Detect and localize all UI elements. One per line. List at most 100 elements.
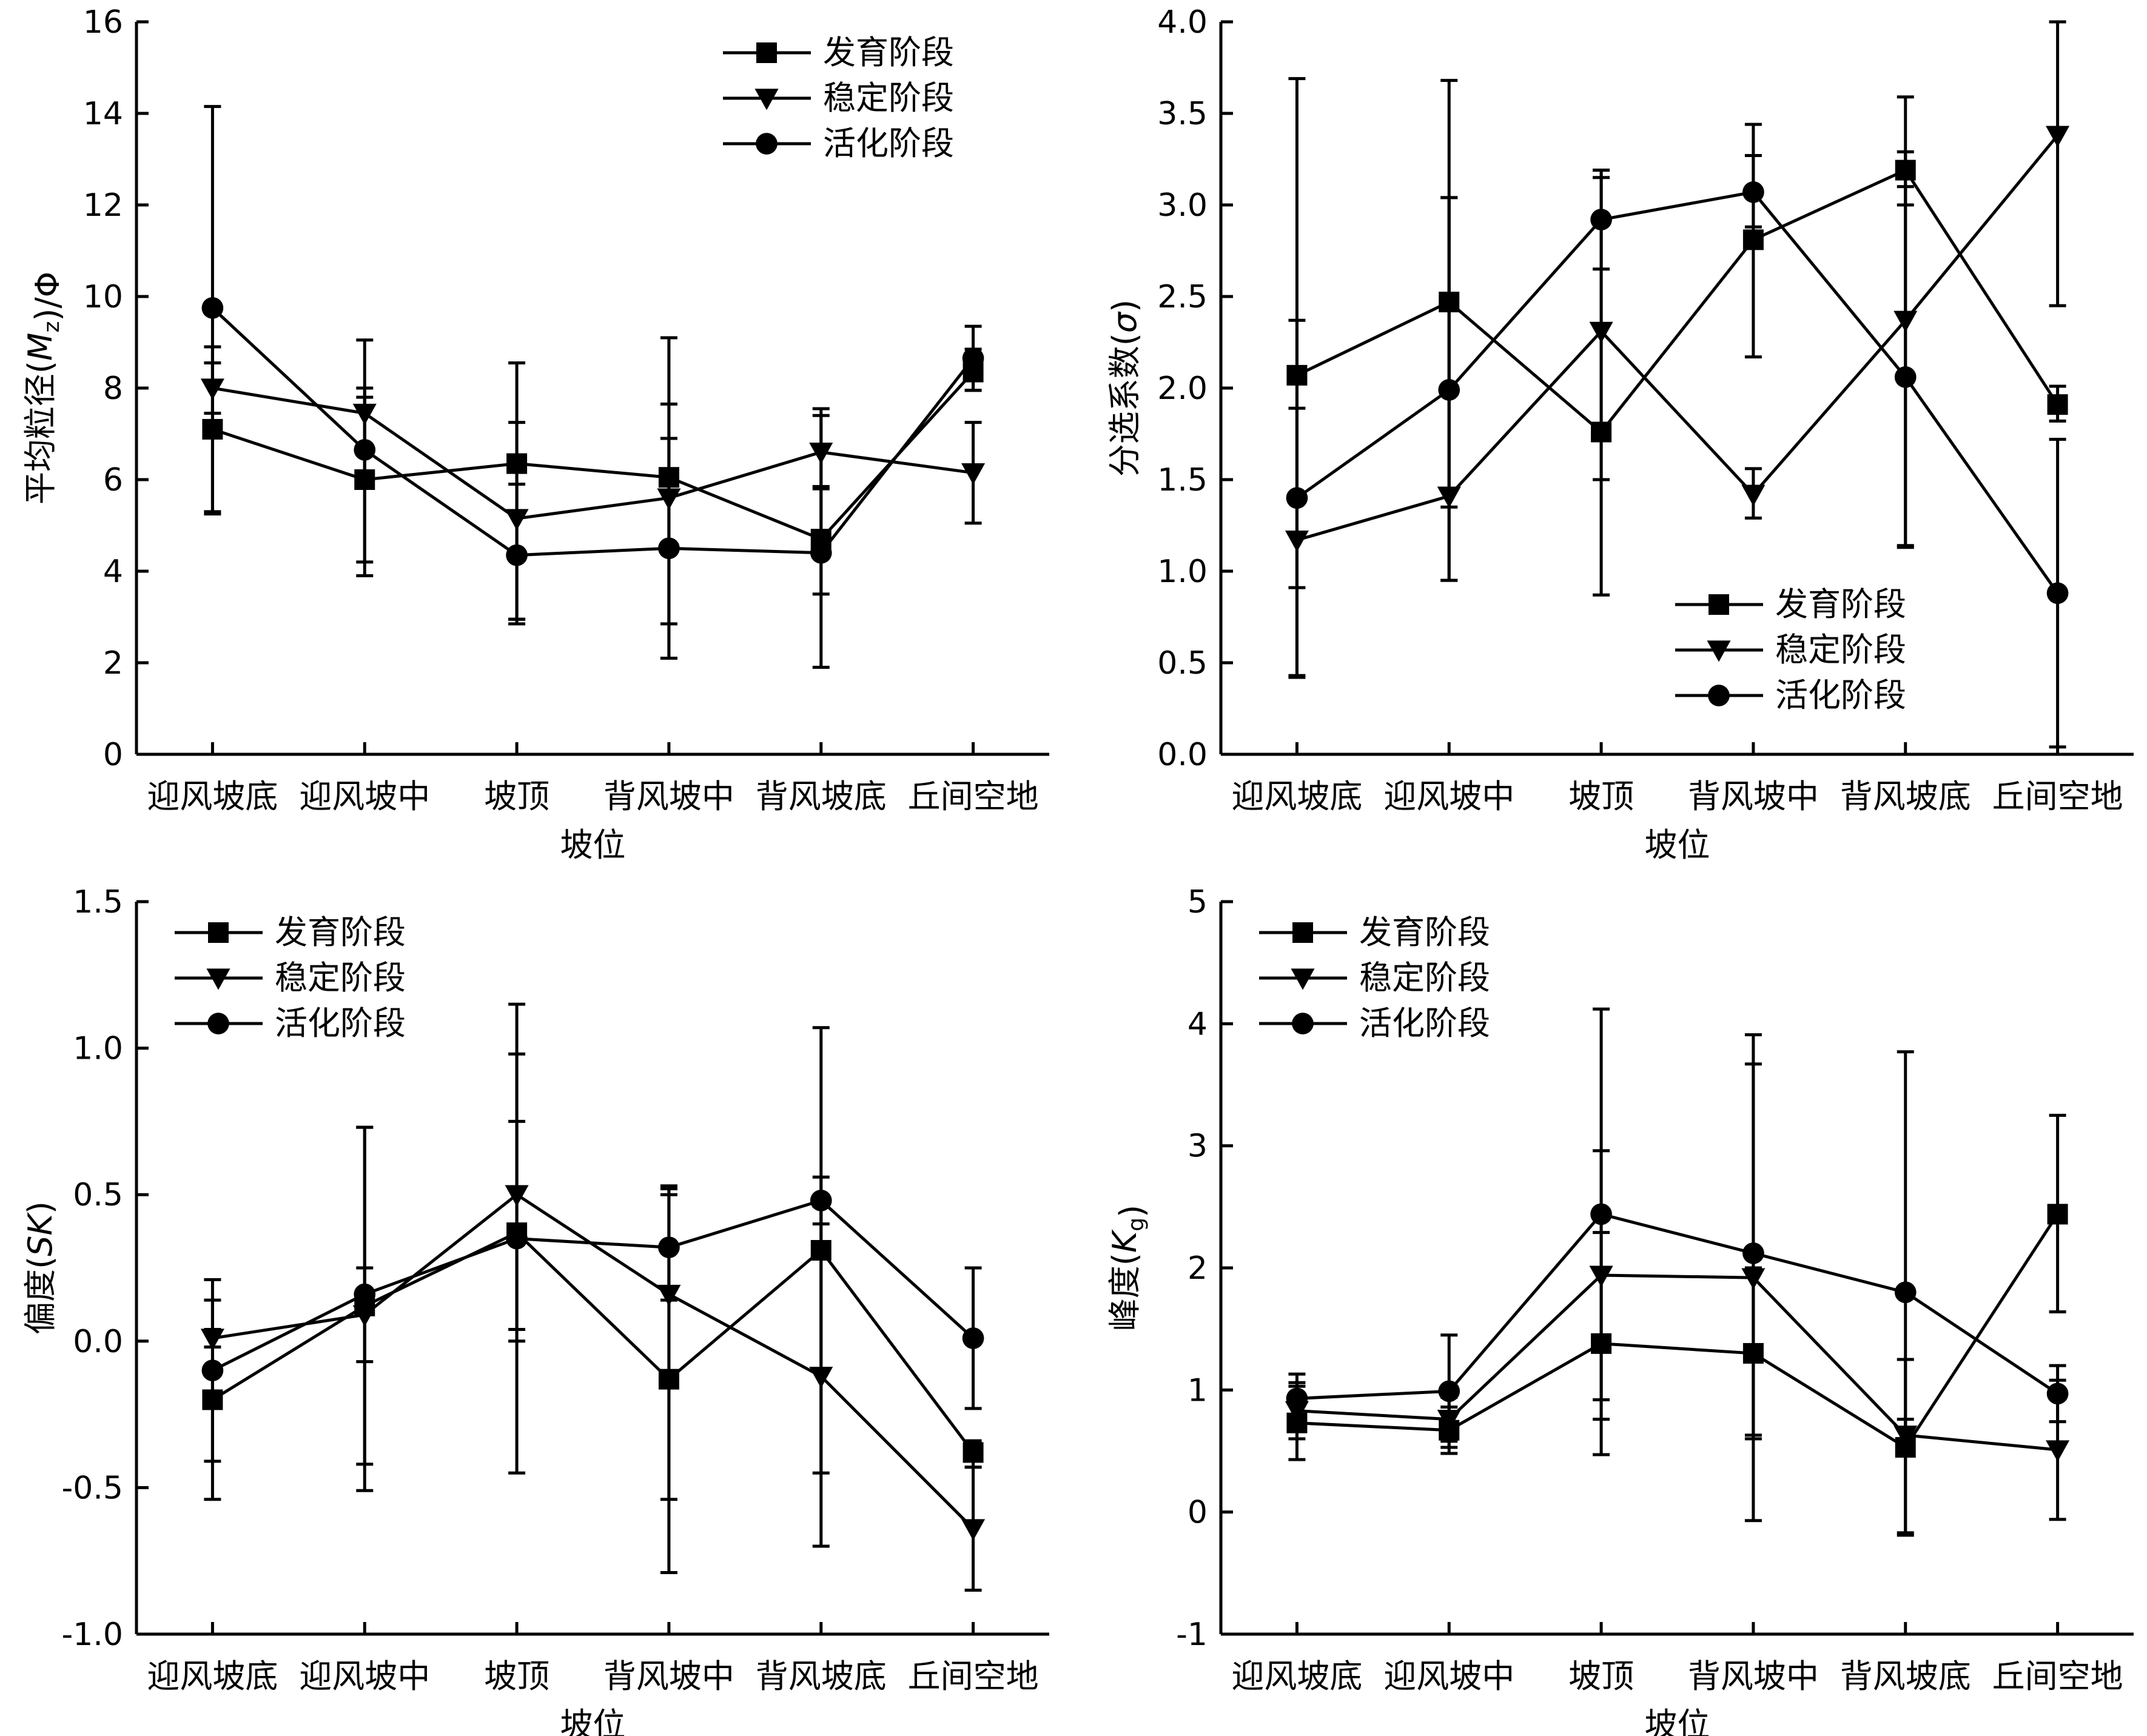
- x-tick-label: 迎风坡中: [1383, 777, 1514, 816]
- x-tick-label: 坡顶: [1568, 777, 1634, 816]
- x-axis-label: 坡位: [560, 826, 626, 864]
- x-tick-label: 丘间空地: [1992, 777, 2123, 816]
- legend-marker-triangle-down: [1707, 640, 1731, 662]
- x-tick-label: 迎风坡底: [1231, 777, 1362, 816]
- legend-label: 发育阶段: [1775, 585, 1906, 623]
- y-tick-label: 3.5: [1157, 96, 1208, 132]
- x-tick-label: 迎风坡底: [1231, 1657, 1362, 1695]
- data-point-triangle-down: [809, 1367, 833, 1389]
- data-point-triangle-down: [1741, 484, 1766, 506]
- y-axis-label: 平均粒径(Mz)/Φ: [21, 272, 67, 504]
- data-point-triangle-down: [2046, 126, 2070, 147]
- y-tick-label: 8: [103, 370, 123, 407]
- y-tick-label: 1.0: [1157, 554, 1208, 590]
- x-tick-label: 背风坡中: [603, 1657, 734, 1695]
- data-point-circle: [1438, 379, 1460, 401]
- x-tick-label: 坡顶: [484, 1657, 549, 1695]
- series-line: [1297, 1213, 2059, 1449]
- legend-label: 稳定阶段: [823, 79, 954, 117]
- data-point-square: [2047, 1204, 2068, 1225]
- x-tick-label: 迎风坡中: [1383, 1657, 1514, 1695]
- legend-marker-triangle-down: [1291, 968, 1315, 990]
- series-2: [1285, 1033, 2070, 1523]
- x-tick-label: 背风坡中: [603, 777, 734, 816]
- series-line: [212, 1231, 975, 1453]
- series-1: [202, 336, 984, 669]
- series-2: [200, 338, 986, 626]
- y-axis-label: 分选系数(σ): [1106, 300, 1144, 477]
- y-tick-label: 0: [1188, 1495, 1208, 1531]
- data-point-square: [1742, 229, 1764, 250]
- data-point-circle: [1742, 181, 1764, 203]
- series-line: [211, 307, 975, 557]
- x-tick-label: 丘间空地: [1992, 1657, 2123, 1695]
- y-tick-label: 1: [1188, 1372, 1208, 1409]
- legend-marker-circle: [1708, 685, 1730, 706]
- data-point-triangle-down: [961, 463, 986, 485]
- y-tick-label: 2.5: [1157, 279, 1208, 315]
- chart-panel-top-right: 0.0 0.5 1.0 1.5 2.0 2.5 3.0 3.5 4.0 迎风坡底 迎风坡中 坡顶 背风坡…: [1106, 4, 2134, 864]
- y-tick-label: 6: [103, 462, 123, 498]
- series-line: [1296, 169, 2059, 434]
- y-tick-label: 0.5: [1157, 645, 1208, 682]
- data-point-circle: [506, 1227, 528, 1250]
- x-tick-label: 坡顶: [1568, 1657, 1634, 1695]
- legend-label: 稳定阶段: [1359, 959, 1490, 997]
- data-point-circle: [1742, 1242, 1764, 1264]
- y-tick-label: 0.0: [1157, 737, 1208, 773]
- legend-label: 活化阶段: [823, 124, 954, 163]
- series-line: [212, 386, 973, 520]
- y-tick-label: -0.5: [62, 1470, 123, 1506]
- data-point-circle: [810, 1190, 832, 1212]
- y-tick-label: 3.0: [1157, 187, 1208, 224]
- x-tick-label: 丘间空地: [908, 1657, 1039, 1695]
- data-point-circle: [658, 1236, 680, 1259]
- y-tick-label: 12: [83, 187, 123, 224]
- legend-marker-circle: [207, 1013, 229, 1034]
- legend-marker-square: [1709, 594, 1729, 615]
- series-1: [1286, 77, 2068, 679]
- y-tick-label: 10: [83, 279, 123, 315]
- y-tick-label: -1.0: [62, 1617, 123, 1653]
- data-point-circle: [962, 347, 984, 369]
- series-line: [212, 1199, 975, 1372]
- data-point-circle: [1438, 1380, 1460, 1403]
- series-1: [202, 1002, 984, 1575]
- y-tick-label: 5: [1188, 884, 1208, 920]
- y-tick-label: 2: [1188, 1250, 1208, 1287]
- x-axis-label: 坡位: [1645, 826, 1710, 864]
- data-point-square: [963, 1442, 984, 1463]
- x-tick-label: 背风坡中: [1688, 777, 1819, 816]
- x-tick-label: 背风坡底: [756, 777, 887, 816]
- legend-marker-circle: [756, 133, 778, 155]
- y-tick-label: 14: [83, 96, 123, 132]
- series-line: [1296, 134, 2059, 542]
- legend-marker-circle: [1292, 1013, 1314, 1034]
- x-tick-label: 背风坡底: [756, 1657, 887, 1695]
- data-point-circle: [354, 1283, 376, 1305]
- x-tick-label: 坡顶: [484, 777, 549, 816]
- x-tick-label: 迎风坡中: [299, 1657, 430, 1695]
- legend-label: 稳定阶段: [1775, 631, 1906, 669]
- data-point-circle: [1894, 1281, 1917, 1304]
- y-tick-label: 1.5: [1157, 462, 1208, 498]
- data-point-triangle-down: [961, 1519, 986, 1541]
- x-tick-label: 迎风坡底: [147, 1657, 278, 1695]
- x-tick-label: 迎风坡底: [147, 777, 278, 816]
- legend-label: 发育阶段: [823, 33, 954, 72]
- y-tick-label: 2.0: [1157, 370, 1208, 407]
- data-point-circle: [1590, 209, 1612, 231]
- x-tick-label: 背风坡底: [1840, 777, 1971, 816]
- data-point-circle: [2046, 582, 2069, 605]
- x-tick-label: 丘间空地: [908, 777, 1039, 816]
- data-point-circle: [201, 1359, 224, 1381]
- data-point-triangle-down: [809, 443, 833, 464]
- data-point-triangle-down: [2046, 1440, 2070, 1462]
- data-point-square: [2047, 394, 2068, 415]
- legend-marker-triangle-down: [206, 968, 230, 990]
- x-tick-label: 背风坡底: [1840, 1657, 1971, 1695]
- series-1: [1286, 1113, 2068, 1537]
